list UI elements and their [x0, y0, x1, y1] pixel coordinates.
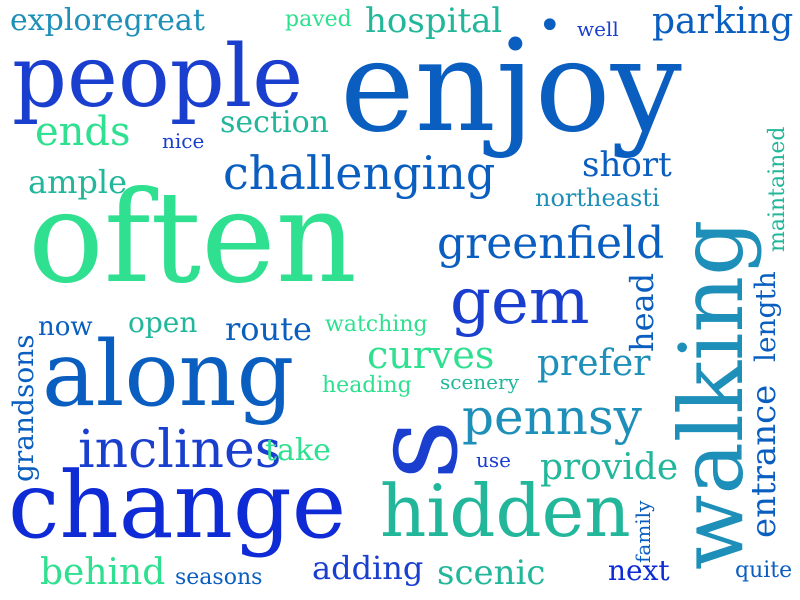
word-use: use	[476, 448, 511, 472]
word-scenic: scenic	[437, 553, 546, 593]
word-hospital: hospital	[365, 1, 503, 41]
word-seasons: seasons	[175, 565, 263, 590]
word-pennsy: pennsy	[462, 388, 642, 446]
word-greenfield: greenfield	[437, 218, 665, 269]
word-short: short	[582, 145, 672, 185]
word-quite: quite	[735, 558, 793, 583]
word-inclines: inclines	[78, 420, 282, 480]
word-entrance: entrance	[744, 384, 784, 538]
word-maintained: maintained	[765, 126, 790, 252]
word-challenging: challenging	[223, 146, 496, 200]
word-nice: nice	[162, 129, 205, 153]
word-walking: walking	[660, 219, 763, 570]
word-scenery: scenery	[440, 370, 519, 394]
word-people: people	[12, 27, 304, 127]
word-northeasti: northeasti	[535, 184, 660, 212]
word-parking: parking	[652, 1, 794, 42]
word-route: route	[225, 310, 312, 348]
word-hidden: hidden	[380, 469, 631, 553]
word-often: often	[28, 164, 357, 311]
word-paved: paved	[285, 7, 352, 32]
word-watching: watching	[325, 312, 428, 337]
word-now: now	[38, 312, 93, 342]
word-take: take	[265, 433, 331, 468]
word-section: section	[220, 105, 329, 140]
word-exploregreat: exploregreat	[10, 3, 205, 38]
word-ends: ends	[35, 109, 131, 155]
word-next: next	[608, 554, 670, 587]
word-enjoy: enjoy	[340, 13, 682, 160]
word-along: along	[42, 322, 295, 427]
word-gem: gem	[450, 265, 590, 339]
word-head: head	[623, 272, 661, 352]
word-behind: behind	[40, 552, 166, 593]
word-curves: curves	[367, 333, 495, 377]
word-dot: •	[538, 3, 562, 49]
word-ample: ample	[28, 163, 128, 201]
word-adding: adding	[312, 549, 424, 587]
word-prefer: prefer	[537, 343, 651, 384]
word-provide: provide	[540, 447, 679, 488]
word-change: change	[8, 452, 347, 559]
word-open: open	[128, 306, 198, 339]
word-heading: heading	[322, 373, 412, 398]
word-well: well	[577, 17, 619, 41]
